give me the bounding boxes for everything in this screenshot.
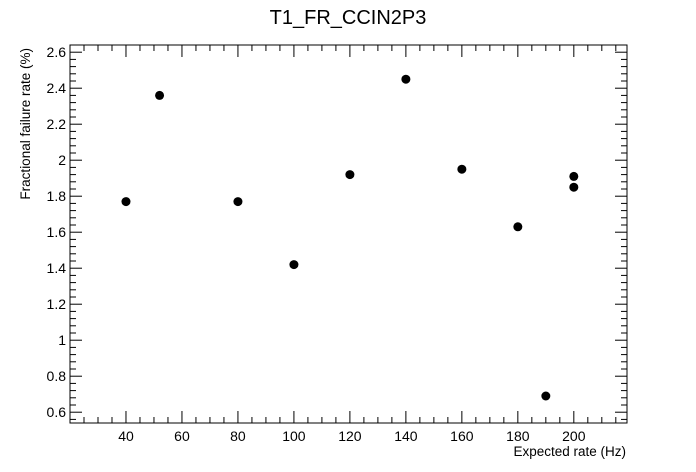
y-tick-label: 0.8 <box>47 368 67 384</box>
y-axis-label: Fractional failure rate (%) <box>18 48 33 200</box>
data-point <box>289 260 299 270</box>
y-tick-label: 1 <box>58 332 66 348</box>
y-tick-label: 2.6 <box>47 44 67 60</box>
y-tick-label: 1.8 <box>47 188 67 204</box>
x-tick-label: 200 <box>562 428 586 444</box>
x-tick-label: 40 <box>118 428 134 444</box>
y-tick-label: 2 <box>58 152 66 168</box>
x-tick-label: 140 <box>394 428 418 444</box>
data-point <box>569 182 579 192</box>
axis-ticks <box>69 44 627 423</box>
data-point <box>233 197 243 207</box>
y-tick-labels: 0.6 0.8 1 1.2 1.4 1.6 1.8 2 2.2 2.4 2.6 <box>47 44 67 420</box>
data-point <box>155 90 165 100</box>
y-tick-label: 1.4 <box>47 260 67 276</box>
data-point <box>121 197 131 207</box>
data-point <box>457 164 467 174</box>
y-tick-label: 1.6 <box>47 224 67 240</box>
x-tick-label: 80 <box>230 428 246 444</box>
x-axis-label: Expected rate (Hz) <box>513 444 626 459</box>
x-tick-label: 100 <box>282 428 306 444</box>
y-tick-label: 1.2 <box>47 296 67 312</box>
data-point <box>513 222 523 232</box>
x-tick-labels: 40 60 80 100 120 140 160 180 200 <box>118 428 586 444</box>
x-tick-label: 180 <box>506 428 530 444</box>
data-point <box>345 170 355 180</box>
data-points <box>121 74 579 401</box>
x-tick-label: 60 <box>174 428 190 444</box>
y-tick-label: 2.2 <box>47 116 67 132</box>
y-tick-label: 2.4 <box>47 80 67 96</box>
plot-frame <box>69 44 628 424</box>
chart-title: T1_FR_CCIN2P3 <box>270 7 427 29</box>
x-tick-label: 160 <box>450 428 474 444</box>
data-point <box>401 74 411 84</box>
data-point <box>541 391 551 401</box>
data-point <box>569 171 579 181</box>
y-tick-label: 0.6 <box>47 404 67 420</box>
x-tick-label: 120 <box>338 428 362 444</box>
